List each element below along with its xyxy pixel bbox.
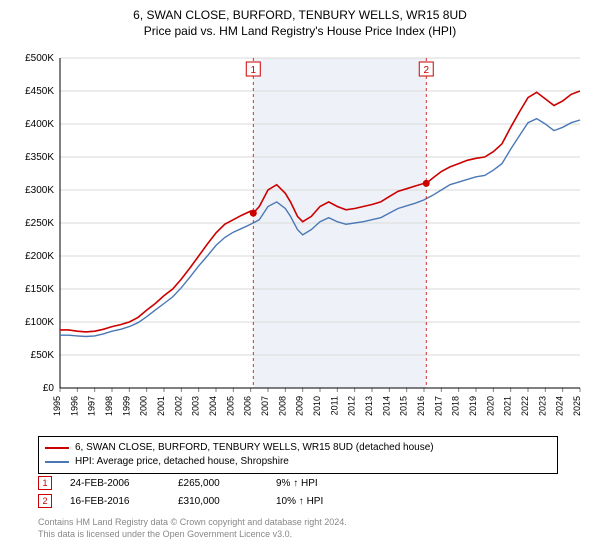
- svg-text:£350K: £350K: [25, 152, 54, 163]
- svg-text:2014: 2014: [381, 396, 391, 416]
- arrow-up-icon: ↑: [293, 478, 298, 489]
- svg-text:2024: 2024: [555, 396, 565, 416]
- svg-text:2012: 2012: [347, 396, 357, 416]
- chart-svg: £0 £50K £100K £150K £200K £250K £300K £350K £400…: [10, 48, 590, 428]
- marker-pct-1: 9%: [276, 478, 290, 489]
- arrow-up-icon: ↑: [299, 496, 304, 507]
- legend-swatch-hpi: [45, 461, 69, 463]
- svg-text:2002: 2002: [173, 396, 183, 416]
- footer-line-1: Contains HM Land Registry data © Crown c…: [38, 516, 347, 528]
- title-address: 6, SWAN CLOSE, BURFORD, TENBURY WELLS, W…: [0, 8, 600, 22]
- svg-text:2015: 2015: [399, 396, 409, 416]
- chart-container: 6, SWAN CLOSE, BURFORD, TENBURY WELLS, W…: [0, 0, 600, 560]
- svg-text:£400K: £400K: [25, 119, 54, 130]
- svg-text:2022: 2022: [520, 396, 530, 416]
- legend-box: 6, SWAN CLOSE, BURFORD, TENBURY WELLS, W…: [38, 436, 558, 474]
- legend-row-hpi: HPI: Average price, detached house, Shro…: [45, 455, 551, 469]
- marker-pct-2: 10%: [276, 496, 296, 507]
- svg-text:1998: 1998: [104, 396, 114, 416]
- marker-price-1: £265,000: [178, 478, 258, 489]
- legend-label-property: 6, SWAN CLOSE, BURFORD, TENBURY WELLS, W…: [75, 441, 434, 455]
- marker-row-2: 2 16-FEB-2016 £310,000 10% ↑ HPI: [38, 492, 323, 510]
- title-block: 6, SWAN CLOSE, BURFORD, TENBURY WELLS, W…: [0, 0, 600, 38]
- marker-table: 1 24-FEB-2006 £265,000 9% ↑ HPI 2 16-FEB…: [38, 474, 323, 510]
- marker-row-1: 1 24-FEB-2006 £265,000 9% ↑ HPI: [38, 474, 323, 492]
- svg-text:2004: 2004: [208, 396, 218, 416]
- svg-text:£500K: £500K: [25, 53, 54, 64]
- svg-text:2008: 2008: [277, 396, 287, 416]
- svg-text:2013: 2013: [364, 396, 374, 416]
- title-subtitle: Price paid vs. HM Land Registry's House …: [0, 24, 600, 38]
- marker-date-2: 16-FEB-2016: [70, 496, 160, 507]
- svg-text:2019: 2019: [468, 396, 478, 416]
- svg-text:1995: 1995: [52, 396, 62, 416]
- svg-text:£100K: £100K: [25, 317, 54, 328]
- chart-area: £0 £50K £100K £150K £200K £250K £300K £350K £400…: [10, 48, 590, 428]
- svg-text:1996: 1996: [69, 396, 79, 416]
- svg-text:2010: 2010: [312, 396, 322, 416]
- svg-text:2003: 2003: [191, 396, 201, 416]
- marker-badge-2: 2: [38, 494, 52, 508]
- footer-line-2: This data is licensed under the Open Gov…: [38, 528, 347, 540]
- svg-text:2011: 2011: [329, 396, 339, 415]
- svg-text:2006: 2006: [243, 396, 253, 416]
- svg-text:£200K: £200K: [25, 251, 54, 262]
- svg-text:1997: 1997: [87, 396, 97, 416]
- svg-text:£0: £0: [43, 383, 55, 394]
- svg-text:£50K: £50K: [31, 350, 55, 361]
- svg-text:2: 2: [423, 65, 429, 76]
- marker-hpi-1: HPI: [301, 478, 318, 489]
- legend-swatch-property: [45, 447, 69, 449]
- svg-text:£150K: £150K: [25, 284, 54, 295]
- svg-text:2020: 2020: [485, 396, 495, 416]
- marker-date-1: 24-FEB-2006: [70, 478, 160, 489]
- legend-row-property: 6, SWAN CLOSE, BURFORD, TENBURY WELLS, W…: [45, 441, 551, 455]
- svg-text:2000: 2000: [139, 396, 149, 416]
- svg-text:£450K: £450K: [25, 86, 54, 97]
- svg-text:£300K: £300K: [25, 185, 54, 196]
- svg-text:2018: 2018: [451, 396, 461, 416]
- legend-label-hpi: HPI: Average price, detached house, Shro…: [75, 455, 289, 469]
- svg-text:1: 1: [250, 65, 256, 76]
- svg-text:2009: 2009: [295, 396, 305, 416]
- svg-text:2016: 2016: [416, 396, 426, 416]
- svg-text:2025: 2025: [572, 396, 582, 416]
- footer-attribution: Contains HM Land Registry data © Crown c…: [38, 516, 347, 540]
- svg-text:1999: 1999: [121, 396, 131, 416]
- svg-text:2005: 2005: [225, 396, 235, 416]
- marker-hpi-2: HPI: [307, 496, 324, 507]
- svg-text:2001: 2001: [156, 396, 166, 416]
- svg-text:£250K: £250K: [25, 218, 54, 229]
- svg-text:2023: 2023: [537, 396, 547, 416]
- svg-text:2017: 2017: [433, 396, 443, 416]
- marker-price-2: £310,000: [178, 496, 258, 507]
- svg-text:2007: 2007: [260, 396, 270, 416]
- svg-text:2021: 2021: [503, 396, 513, 416]
- marker-badge-1: 1: [38, 476, 52, 490]
